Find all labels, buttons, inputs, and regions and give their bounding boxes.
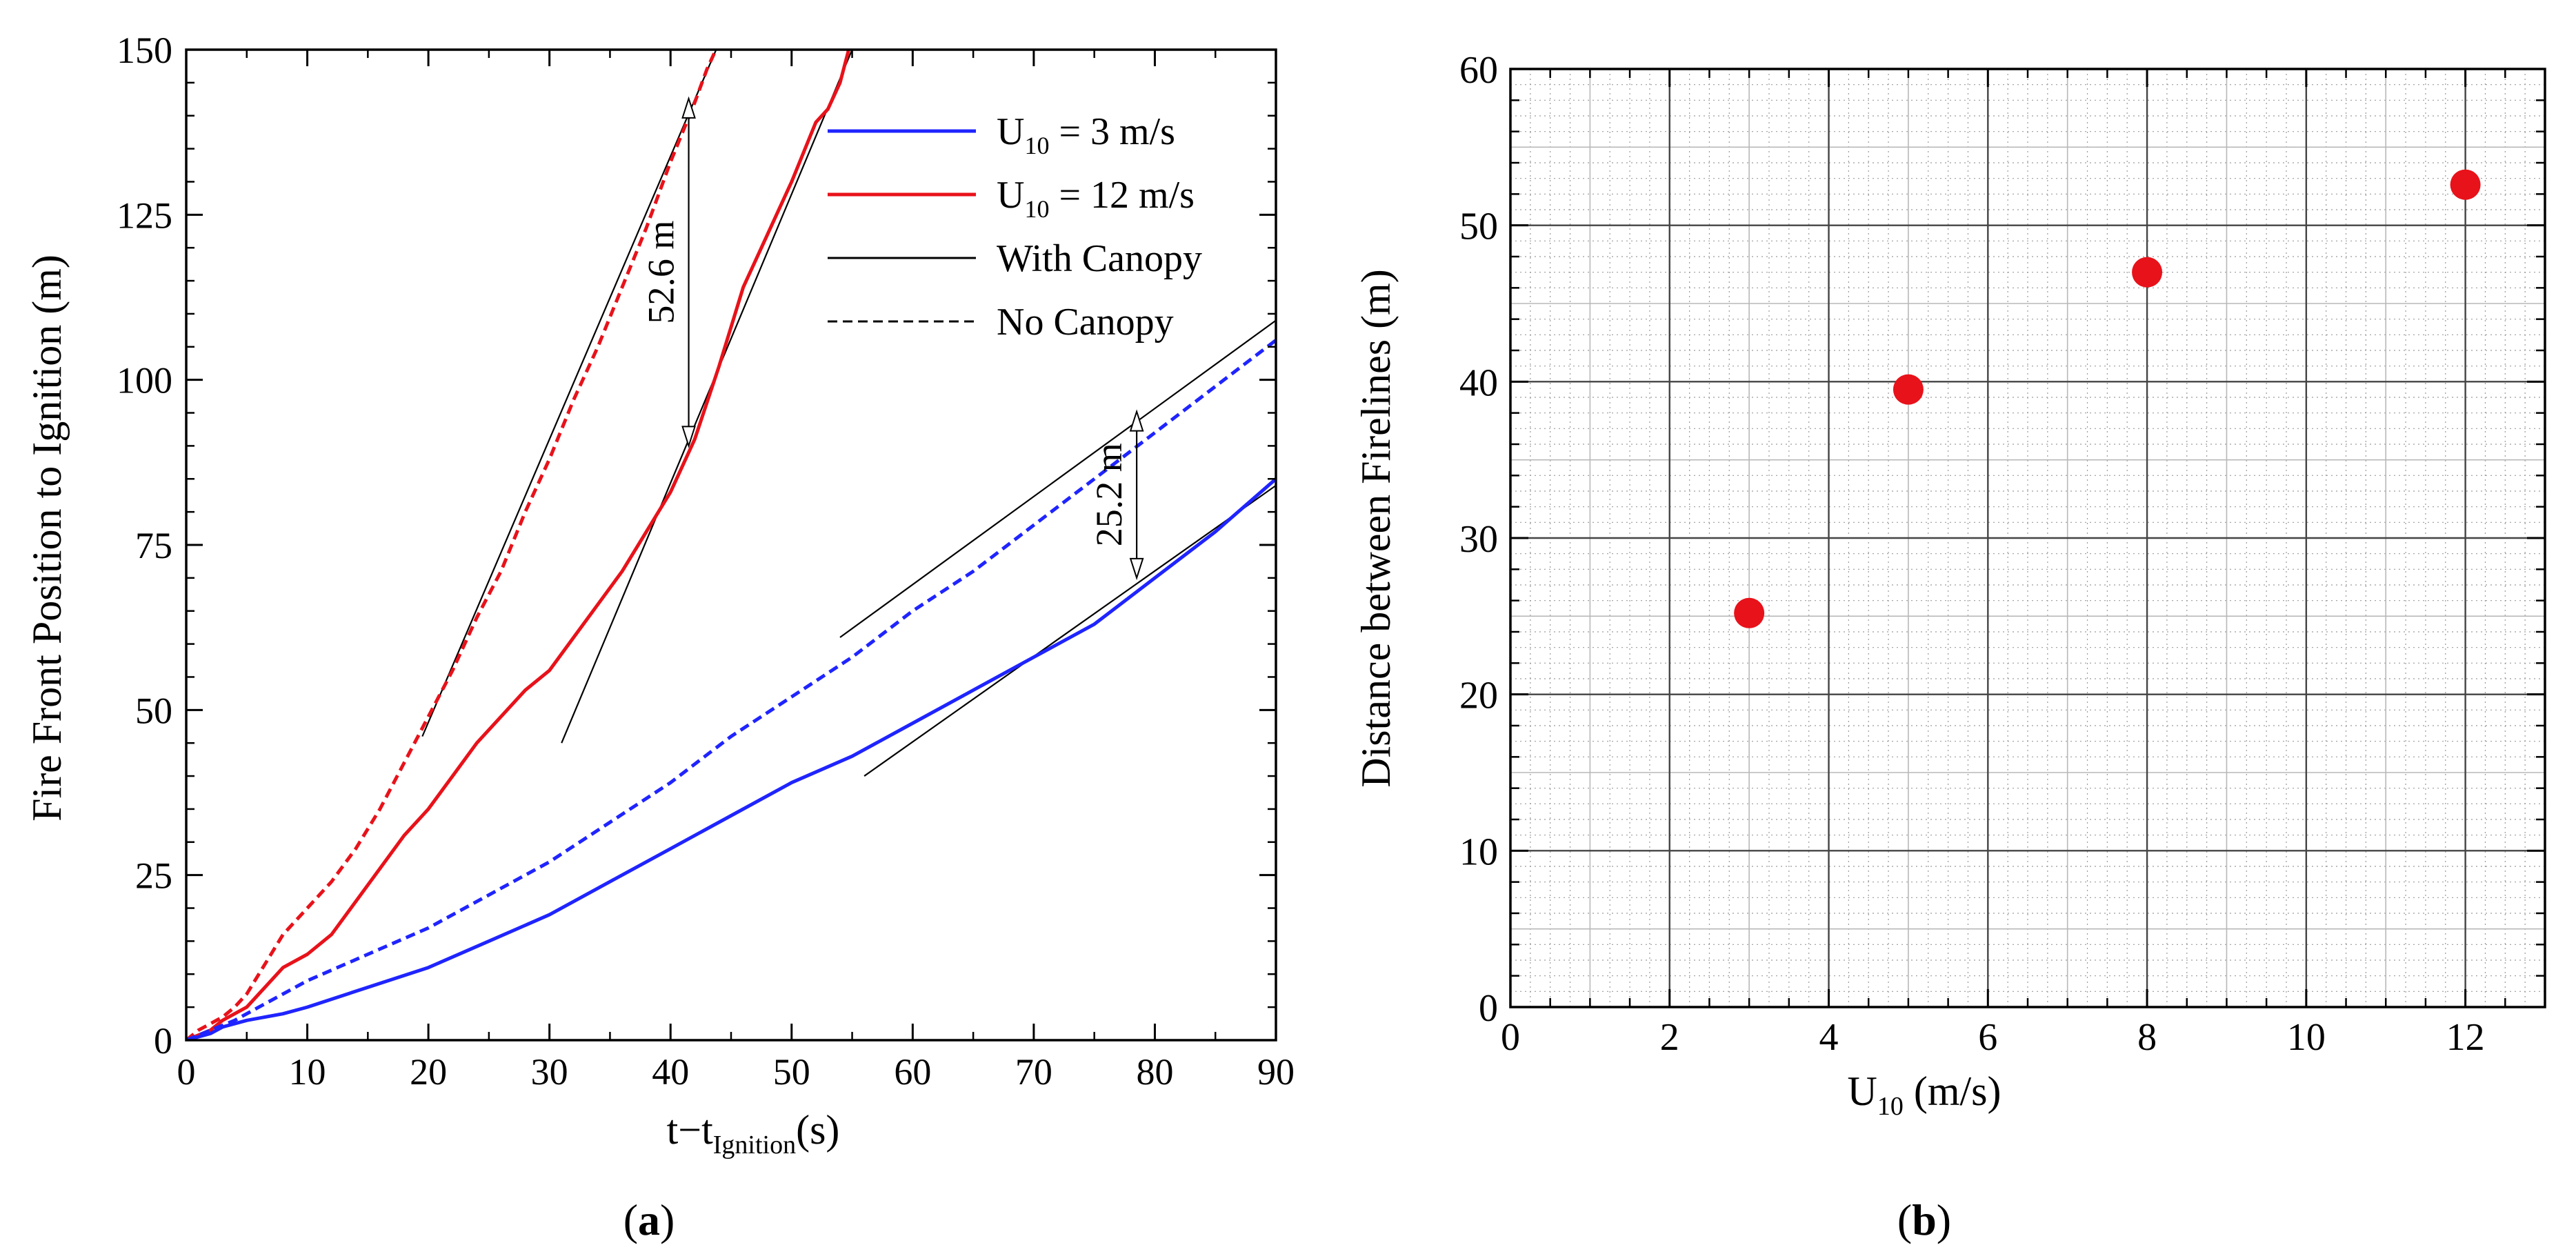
chart-a-series-group	[186, 50, 1276, 1040]
chart-b-y-tick-label: 0	[1479, 987, 1498, 1030]
chart-a-x-tick-label: 70	[1015, 1051, 1052, 1093]
chart-a-tangent-line-4	[839, 319, 1276, 638]
chart-b-x-axis-label-sub: 10	[1877, 1092, 1904, 1121]
chart-a-series-line-1	[186, 50, 718, 1040]
chart-a-y-axis-label: Fire Front Position to Ignition (m)	[24, 255, 70, 822]
panel-label-a-letter: a	[638, 1195, 660, 1244]
chart-a-legend-label-1: U10 = 3 m/s	[997, 110, 1175, 159]
chart-a-annotation-arrowhead-bottom-2	[1129, 557, 1144, 581]
chart-a-series-line-3	[186, 339, 1276, 1040]
chart-b-y-axis-label: Distance between Firelines (m)	[1353, 269, 1399, 787]
chart-b-x-axis-label-main: U	[1848, 1068, 1877, 1114]
chart-a-legend-label-sub: 10	[1024, 132, 1049, 159]
chart-b-data-point-1	[1734, 597, 1765, 628]
chart-a-legend-label-2: U10 = 12 m/s	[997, 174, 1195, 223]
chart-a-tangent-line-1	[421, 50, 717, 737]
chart-a-x-tick-label: 80	[1136, 1051, 1173, 1093]
chart-b-x-axis-label-unit: (m/s)	[1904, 1068, 2001, 1114]
chart-a-y-tick-label: 75	[135, 525, 172, 566]
chart-a-x-tick-label: 0	[177, 1051, 196, 1093]
chart-a-x-axis-label-sub: Ignition	[713, 1131, 796, 1160]
chart-b-x-tick-label: 4	[1819, 1016, 1839, 1059]
chart-b-y-tick-label: 20	[1459, 675, 1498, 717]
chart-a-x-tick-label: 40	[652, 1051, 689, 1093]
panel-label-b: (b)	[1897, 1195, 1951, 1244]
chart-b-x-tick-label: 12	[2446, 1016, 2485, 1059]
chart-a-annotation-label-2: 25.2 m	[1088, 443, 1130, 546]
chart-a-tick-labels: 0 10 20 30 40 50 60 70 80 90 0 25 50 75 100 125 150	[117, 30, 1295, 1093]
chart-a-annotation-label-1: 52.6 m	[641, 221, 682, 324]
chart-a-x-axis-label: t−tIgnition(s)	[667, 1107, 840, 1160]
chart-b-tick-labels: 0 2 4 6 8 10 12 0 10 20 30 40 50 60	[1459, 49, 2545, 1059]
chart-a-y-tick-label: 25	[135, 855, 172, 897]
chart-a-legend-label-main: U	[997, 110, 1024, 153]
chart-a-x-axis-label-main: t−t	[667, 1107, 714, 1153]
chart-a-annotation-arrowhead-top-2	[1129, 409, 1144, 432]
chart-b-x-axis-label: U10 (m/s)	[1848, 1068, 2001, 1121]
chart-b-y-tick-label: 30	[1459, 518, 1498, 561]
chart-panel-b: 0 2 4 6 8 10 12 0 10 20 30 40 50 60 Distance between …	[1353, 49, 2546, 1244]
chart-a-tangent-line-3	[863, 484, 1276, 777]
chart-b-x-tick-label: 2	[1660, 1016, 1679, 1059]
chart-b-data-point-2	[1893, 374, 1924, 405]
chart-a-y-tick-label: 100	[117, 360, 172, 401]
chart-b-y-tick-label: 60	[1459, 49, 1498, 92]
chart-b-x-tick-label: 0	[1501, 1016, 1520, 1059]
chart-a-x-tick-label: 60	[894, 1051, 931, 1093]
chart-a-x-tick-label: 50	[773, 1051, 810, 1093]
chart-a-legend-label-main: U	[997, 174, 1024, 217]
chart-b-y-tick-label: 10	[1459, 830, 1498, 873]
panel-label-a: (a)	[623, 1195, 675, 1244]
chart-a-y-tick-label: 125	[117, 195, 172, 236]
chart-a-legend-label-sub: 10	[1024, 195, 1049, 223]
chart-a-legend-label-rest: = 3 m/s	[1049, 110, 1175, 153]
chart-a-annotations: 52.6 m 25.2 m	[641, 96, 1144, 581]
chart-a-x-tick-label: 90	[1257, 1051, 1295, 1093]
chart-a-y-tick-label: 50	[135, 690, 172, 731]
chart-a-series-line-2	[186, 50, 851, 1040]
chart-b-x-tick-label: 8	[2137, 1016, 2157, 1059]
chart-a-legend-label-3: With Canopy	[997, 237, 1202, 280]
chart-a-legend-label-4: No Canopy	[997, 301, 1174, 344]
chart-a-series-line-4	[186, 477, 1276, 1040]
chart-a-x-tick-label: 20	[410, 1051, 447, 1093]
chart-a-y-tick-label: 150	[117, 30, 172, 71]
chart-a-y-tick-label: 0	[154, 1020, 172, 1062]
chart-a-legend-label-main: No Canopy	[997, 301, 1174, 344]
chart-a-annotation-arrowhead-top-1	[681, 96, 696, 119]
panel-label-b-letter: b	[1912, 1195, 1937, 1244]
chart-b-y-tick-label: 40	[1459, 361, 1498, 404]
chart-a-x-axis-label-unit: (s)	[796, 1107, 839, 1153]
chart-a-legend-label-main: With Canopy	[997, 237, 1202, 280]
chart-a-legend-label-rest: = 12 m/s	[1049, 174, 1195, 217]
chart-b-y-tick-label: 50	[1459, 206, 1498, 248]
chart-b-data-point-3	[2132, 257, 2163, 288]
chart-a-x-tick-label: 10	[289, 1051, 326, 1093]
chart-b-plot-area	[1509, 68, 2546, 1008]
chart-a-x-tick-label: 30	[531, 1051, 568, 1093]
chart-a-tangent-line-2	[561, 50, 853, 744]
chart-a-annotation-arrowhead-bottom-1	[681, 426, 696, 448]
chart-b-x-tick-label: 6	[1978, 1016, 1997, 1059]
chart-panel-a: 0 10 20 30 40 50 60 70 80 90 0 25 50 75 100 125 150 Fire…	[24, 30, 1295, 1244]
chart-b-x-tick-label: 10	[2287, 1016, 2326, 1059]
chart-b-data-point-4	[2450, 169, 2481, 200]
